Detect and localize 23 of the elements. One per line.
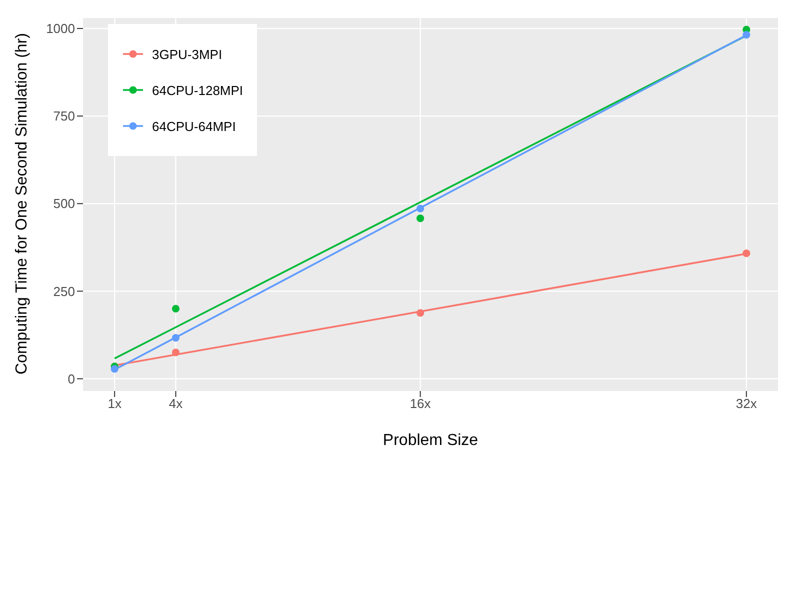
y-tick-label: 750: [53, 108, 75, 124]
legend-label: 64CPU-64MPI: [152, 118, 236, 134]
point: [742, 250, 750, 258]
y-tick-label: 0: [68, 371, 75, 386]
point: [172, 334, 180, 342]
y-tick-label: 500: [53, 196, 75, 212]
point: [110, 365, 118, 373]
x-tick-label: 4x: [168, 396, 184, 412]
y-axis-title: Computing Time for One Second Simulation (hr): [14, 33, 31, 374]
point: [416, 204, 424, 212]
x-tick-label: 32x: [736, 396, 758, 412]
legend-label: 3GPU-3MPI: [152, 46, 222, 62]
x-axis-title: Problem Size: [382, 432, 478, 449]
point: [742, 31, 750, 39]
legend-label: 64CPU-128MPI: [152, 82, 244, 98]
y-tick-label: 1000: [46, 21, 75, 36]
point: [172, 348, 180, 356]
x-tick-label: 1x: [108, 396, 122, 412]
point: [416, 214, 424, 222]
point: [172, 304, 180, 312]
point: [416, 309, 424, 317]
x-tick-label: 16x: [410, 396, 432, 412]
y-tick-label: 250: [53, 284, 75, 299]
